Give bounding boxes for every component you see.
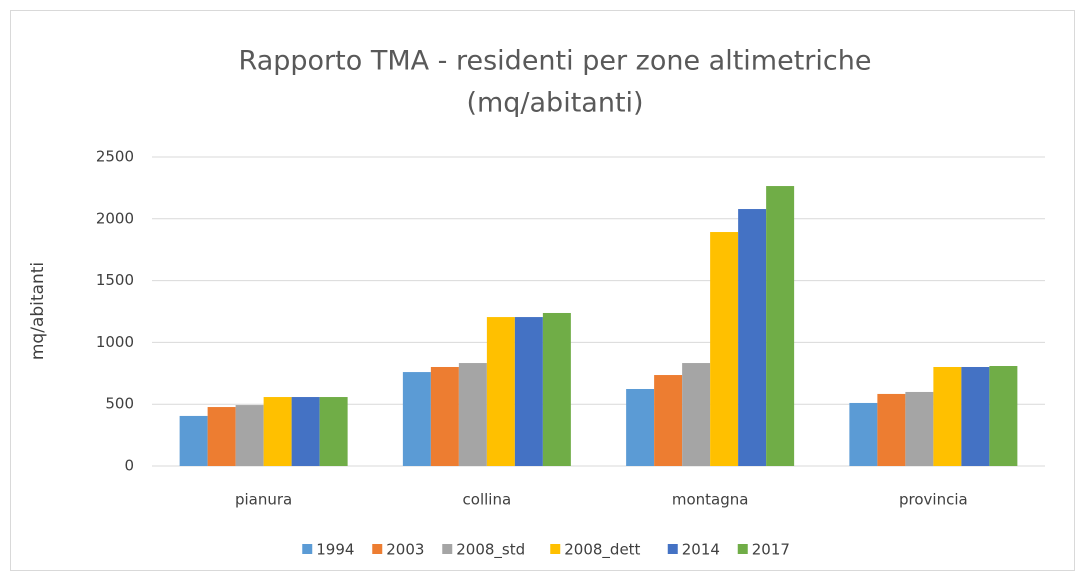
x-tick-label: pianura bbox=[235, 491, 292, 509]
bar bbox=[514, 317, 543, 466]
bar bbox=[207, 407, 236, 466]
x-tick-label: provincia bbox=[899, 491, 968, 509]
legend-label: 2017 bbox=[752, 541, 790, 559]
legend-swatch bbox=[737, 544, 748, 554]
legend-swatch bbox=[302, 544, 313, 554]
legend-swatch bbox=[372, 544, 383, 554]
chart-subtitle: (mq/abitanti) bbox=[466, 88, 643, 119]
bar bbox=[961, 366, 990, 466]
bar bbox=[738, 209, 767, 467]
bar bbox=[179, 415, 208, 466]
bar bbox=[402, 372, 431, 466]
bar bbox=[989, 366, 1018, 466]
y-tick-label: 1000 bbox=[96, 333, 134, 351]
legend-swatch bbox=[667, 544, 678, 554]
bar bbox=[933, 366, 962, 466]
bar bbox=[291, 397, 320, 466]
chart-title: Rapporto TMA - residenti per zone altime… bbox=[239, 46, 872, 77]
bar bbox=[905, 391, 934, 466]
bar bbox=[542, 312, 571, 466]
bar bbox=[654, 375, 683, 466]
bar bbox=[682, 363, 711, 466]
bar bbox=[710, 232, 739, 466]
legend-label: 2014 bbox=[682, 541, 720, 559]
y-tick-label: 2000 bbox=[96, 209, 134, 227]
chart-frame bbox=[10, 10, 1075, 571]
y-tick-label: 2500 bbox=[96, 148, 134, 166]
bar bbox=[430, 366, 459, 466]
x-tick-label: collina bbox=[463, 491, 512, 509]
legend-swatch bbox=[550, 544, 561, 554]
legend-label: 1994 bbox=[316, 541, 354, 559]
y-tick-label: 1500 bbox=[96, 271, 134, 289]
x-tick-label: montagna bbox=[672, 491, 749, 509]
bar bbox=[235, 405, 264, 466]
bar bbox=[626, 388, 655, 466]
bar bbox=[877, 393, 906, 466]
legend-label: 2008_std bbox=[456, 541, 525, 560]
y-axis-label: mq/abitanti bbox=[28, 262, 48, 360]
legend-label: 2008_dett bbox=[564, 541, 640, 560]
legend-label: 2003 bbox=[386, 541, 424, 559]
y-tick-label: 500 bbox=[105, 395, 134, 413]
bar bbox=[766, 186, 795, 466]
bar bbox=[849, 402, 878, 466]
bar bbox=[263, 397, 292, 466]
y-tick-label: 0 bbox=[124, 457, 134, 475]
bar bbox=[486, 317, 515, 466]
bar bbox=[319, 397, 348, 466]
bar bbox=[458, 363, 487, 466]
legend-swatch bbox=[442, 544, 453, 554]
